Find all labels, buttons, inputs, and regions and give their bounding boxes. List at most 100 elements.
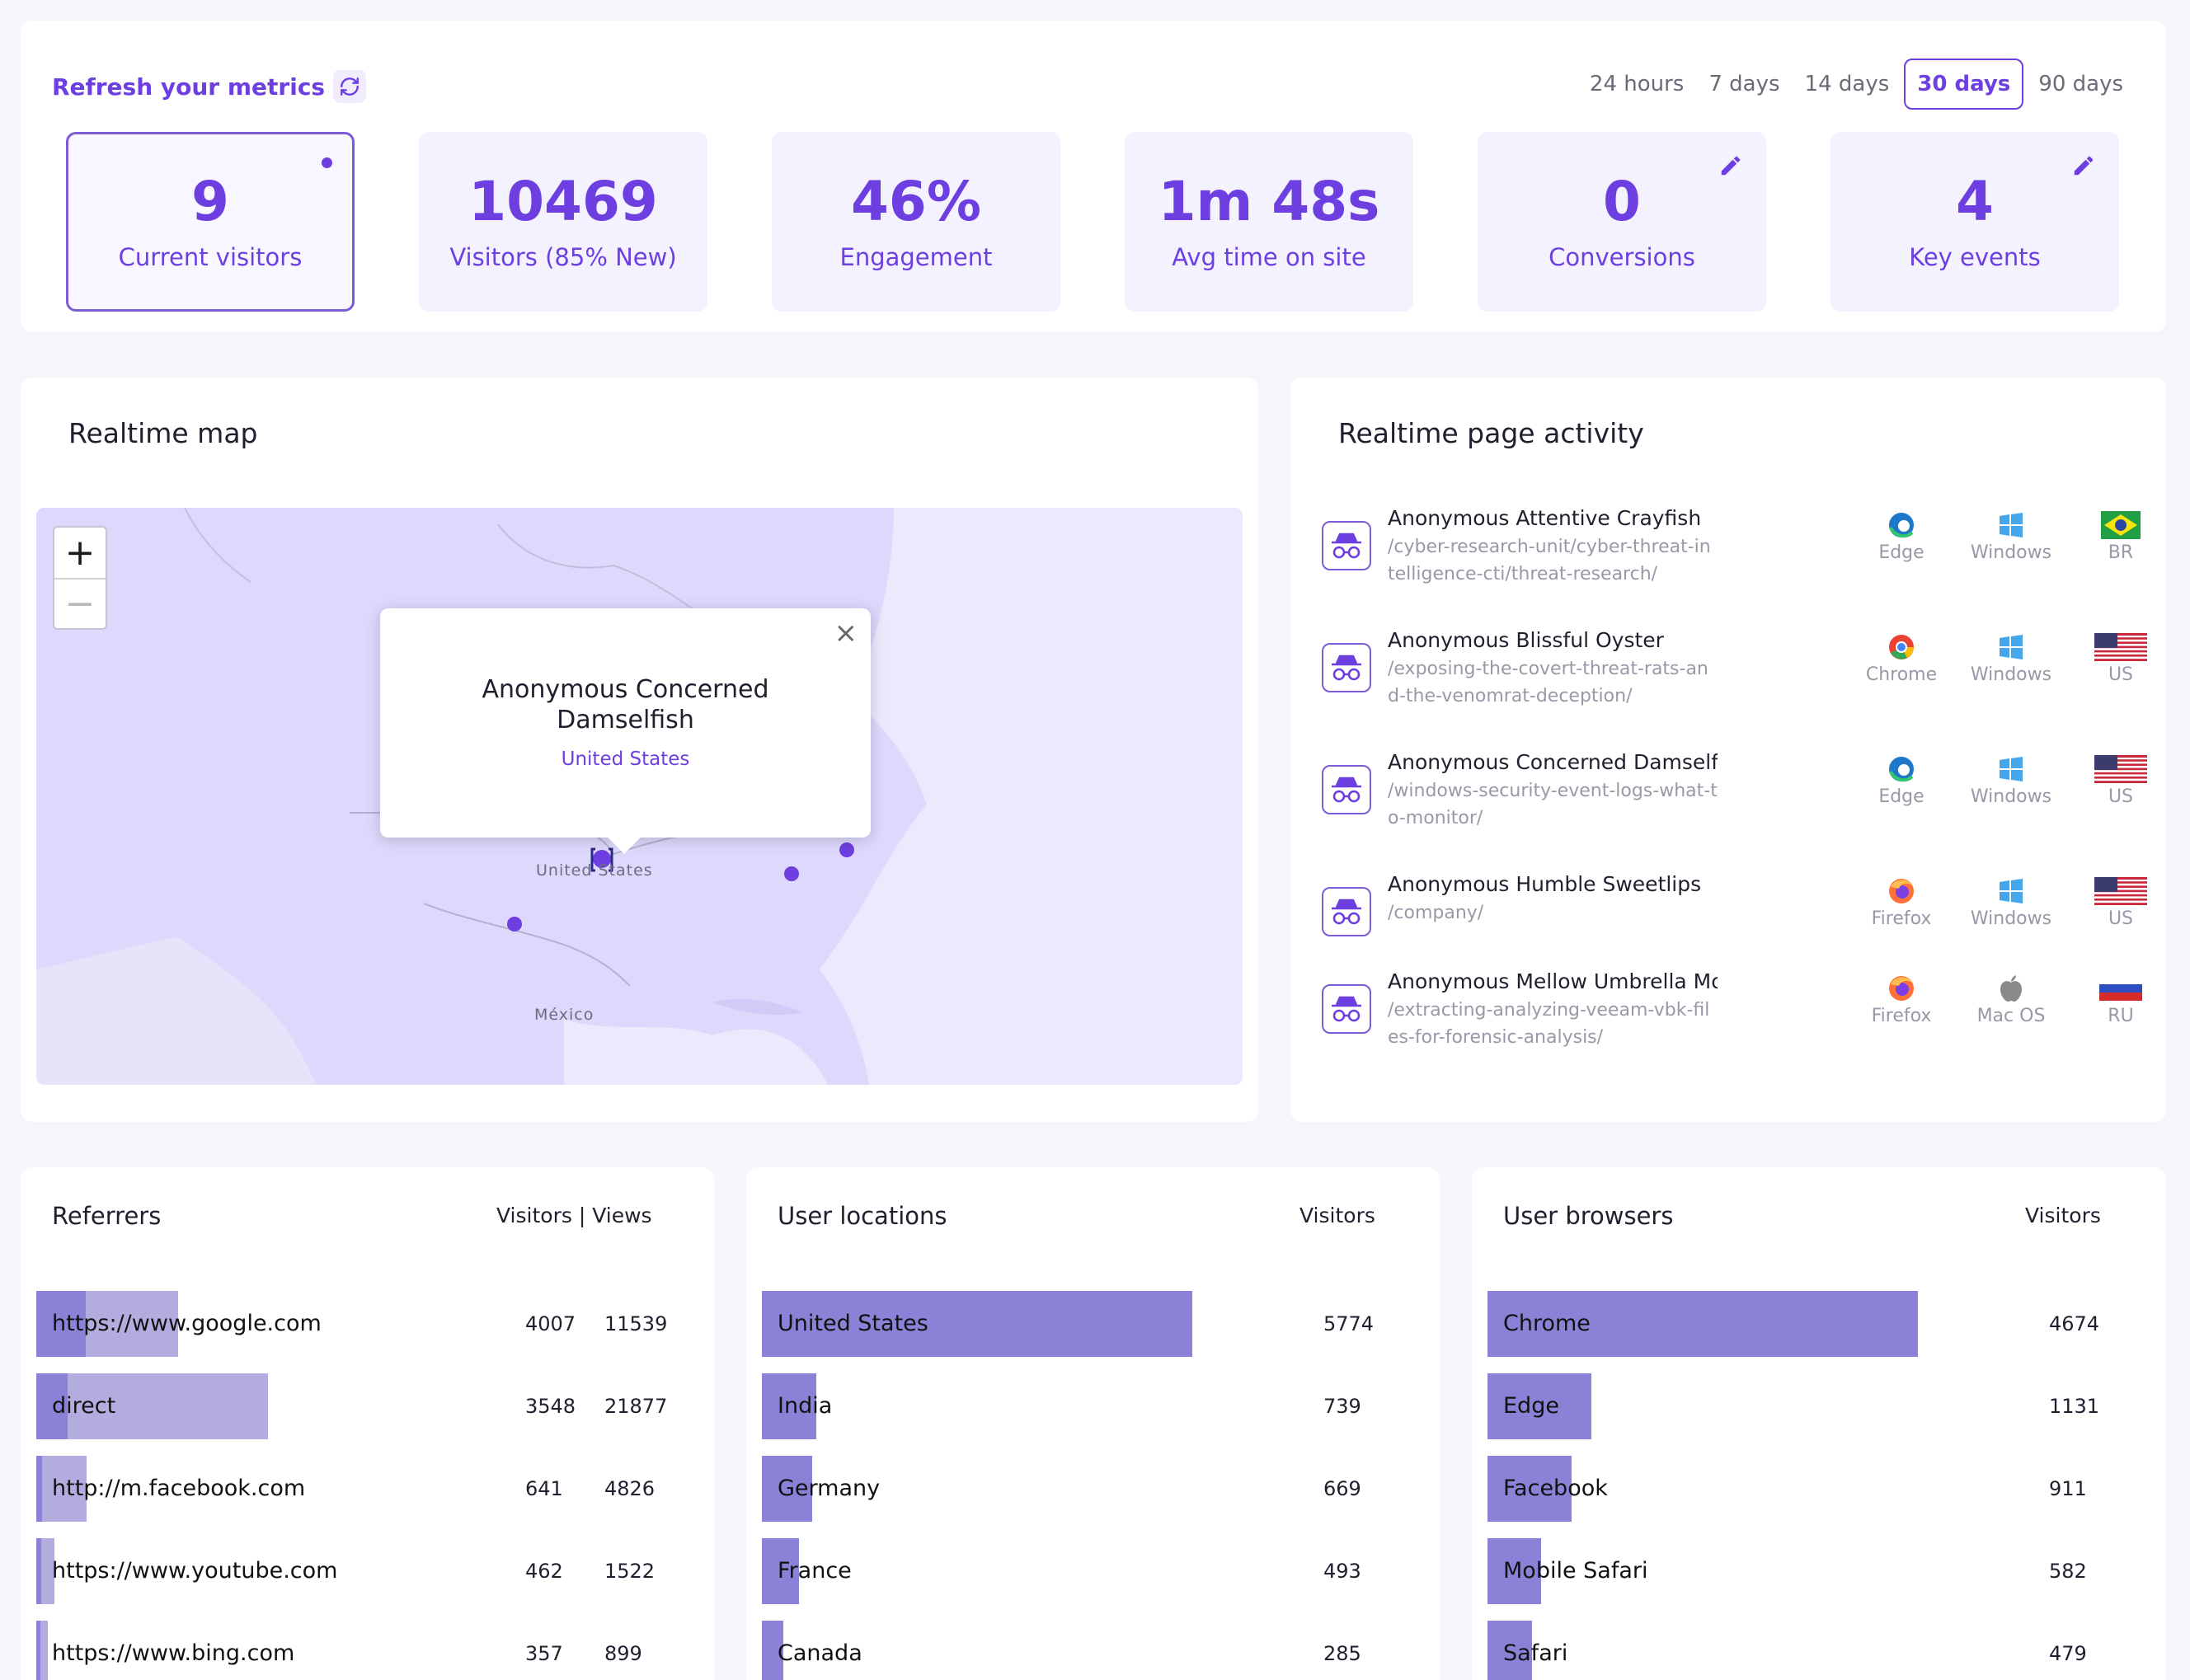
value-bar bbox=[1487, 1291, 1918, 1357]
location-label: Canada bbox=[778, 1640, 862, 1666]
flag-us-icon bbox=[2063, 753, 2178, 785]
stat-label: Avg time on site bbox=[1172, 243, 1366, 272]
browser-row[interactable]: Facebook 911 bbox=[1487, 1456, 2147, 1522]
value-bar bbox=[1487, 1373, 1591, 1439]
stat-key-events[interactable]: 4 Key events bbox=[1830, 132, 2119, 312]
firefox-icon bbox=[1844, 973, 1959, 1004]
locations-title: User locations bbox=[778, 1202, 947, 1230]
location-visitors: 285 bbox=[1323, 1642, 1361, 1665]
locations-card: User locations Visitors United States 577… bbox=[746, 1167, 1440, 1680]
visitor-page-path[interactable]: /company/ bbox=[1388, 903, 1484, 923]
stat-current-visitors[interactable]: 9 Current visitors bbox=[66, 132, 355, 312]
value-bar bbox=[762, 1456, 812, 1522]
browser-label: Chrome bbox=[1865, 664, 1938, 685]
range-90-days[interactable]: 90 days bbox=[2038, 72, 2123, 96]
referrer-row[interactable]: https://www.bing.com 357 899 bbox=[36, 1621, 696, 1680]
views-bar bbox=[36, 1373, 268, 1439]
range-30-days[interactable]: 30 days bbox=[1904, 59, 2024, 110]
os-info: Windows bbox=[1953, 631, 2069, 685]
views-bar bbox=[36, 1456, 87, 1522]
value-bar bbox=[762, 1373, 816, 1439]
zoom-out-button[interactable]: − bbox=[54, 578, 106, 628]
range-7-days[interactable]: 7 days bbox=[1708, 72, 1780, 96]
referrer-row[interactable]: http://m.facebook.com 641 4826 bbox=[36, 1456, 696, 1522]
flag-ru-icon bbox=[2063, 973, 2178, 1004]
map-zoom-control: + − bbox=[53, 526, 107, 630]
realtime-map[interactable]: United States México + − × Anonymous Con… bbox=[36, 508, 1243, 1085]
pencil-icon[interactable] bbox=[2071, 153, 2096, 178]
visitor-page-path[interactable]: /extracting-analyzing-veeam-vbk-files-fo… bbox=[1388, 1000, 1710, 1048]
activity-row[interactable]: Anonymous Humble Sweetlips /company/ Fir… bbox=[1322, 872, 2147, 979]
windows-icon bbox=[1953, 875, 2069, 907]
location-row[interactable]: France 493 bbox=[762, 1538, 1422, 1604]
incognito-icon bbox=[1322, 521, 1371, 570]
visitors-bar bbox=[36, 1538, 41, 1604]
activity-row[interactable]: Anonymous Concerned Damselfish /windows-… bbox=[1322, 750, 2147, 857]
referrer-row[interactable]: direct 3548 21877 bbox=[36, 1373, 696, 1439]
range-24-hours[interactable]: 24 hours bbox=[1589, 72, 1685, 96]
stat-engagement[interactable]: 46% Engagement bbox=[772, 132, 1060, 312]
browser-label: Safari bbox=[1503, 1640, 1568, 1666]
referrer-row[interactable]: https://www.youtube.com 462 1522 bbox=[36, 1538, 696, 1604]
location-visitors: 5774 bbox=[1323, 1312, 1375, 1335]
browser-row[interactable]: Safari 479 bbox=[1487, 1621, 2147, 1680]
referrer-label[interactable]: https://www.google.com bbox=[52, 1311, 322, 1336]
stat-value: 0 bbox=[1603, 169, 1641, 233]
pencil-icon[interactable] bbox=[1718, 153, 1743, 178]
location-row[interactable]: India 739 bbox=[762, 1373, 1422, 1439]
activity-row[interactable]: Anonymous Mellow Umbrella Mouse /extract… bbox=[1322, 969, 2146, 1077]
windows-icon bbox=[1953, 631, 2069, 663]
country-info: US bbox=[2063, 631, 2178, 685]
os-label: Windows bbox=[1970, 786, 2052, 807]
realtime-map-title: Realtime map bbox=[68, 417, 258, 449]
location-row[interactable]: United States 5774 bbox=[762, 1291, 1422, 1357]
activity-row[interactable]: Anonymous Blissful Oyster /exposing-the-… bbox=[1322, 628, 2147, 735]
visitor-page-path[interactable]: /exposing-the-covert-threat-rats-and-the… bbox=[1388, 659, 1708, 706]
stat-value: 9 bbox=[191, 169, 229, 233]
browser-info: Firefox bbox=[1844, 973, 1959, 1026]
activity-row[interactable]: Anonymous Attentive Crayfish /cyber-rese… bbox=[1322, 506, 2146, 613]
location-row[interactable]: Canada 285 bbox=[762, 1621, 1422, 1680]
header-views: Views bbox=[592, 1204, 652, 1227]
visitor-page-path[interactable]: /cyber-research-unit/cyber-threat-intell… bbox=[1388, 537, 1711, 584]
locations-header-visitors: Visitors bbox=[1299, 1204, 1375, 1227]
referrer-label[interactable]: https://www.bing.com bbox=[52, 1640, 295, 1666]
zoom-in-button[interactable]: + bbox=[64, 532, 96, 574]
incognito-icon bbox=[1322, 765, 1371, 814]
range-14-days[interactable]: 14 days bbox=[1804, 72, 1890, 96]
incognito-icon bbox=[1322, 643, 1371, 692]
referrer-row[interactable]: https://www.google.com 4007 11539 bbox=[36, 1291, 696, 1357]
browsers-header-visitors: Visitors bbox=[2025, 1204, 2101, 1227]
browser-row[interactable]: Chrome 4674 bbox=[1487, 1291, 2147, 1357]
browser-row[interactable]: Mobile Safari 582 bbox=[1487, 1538, 2147, 1604]
refresh-metrics-button[interactable]: Refresh your metrics bbox=[52, 70, 367, 103]
visitors-bar bbox=[36, 1456, 42, 1522]
os-label: Windows bbox=[1970, 542, 2052, 563]
referrer-label[interactable]: https://www.youtube.com bbox=[52, 1558, 338, 1584]
referrer-label[interactable]: http://m.facebook.com bbox=[52, 1476, 306, 1501]
referrer-label[interactable]: direct bbox=[52, 1393, 116, 1419]
apple-icon bbox=[1953, 973, 2069, 1004]
metrics-card: Refresh your metrics 24 hours 7 days 14 … bbox=[21, 21, 2166, 332]
location-visitors: 739 bbox=[1323, 1395, 1361, 1418]
flag-us-icon bbox=[2063, 631, 2178, 663]
location-row[interactable]: Germany 669 bbox=[762, 1456, 1422, 1522]
country-info: BR bbox=[2063, 509, 2178, 563]
stat-value: 10469 bbox=[468, 169, 658, 233]
stat-label: Current visitors bbox=[118, 243, 303, 272]
value-bar bbox=[1487, 1538, 1541, 1604]
referrer-views: 4826 bbox=[604, 1477, 656, 1500]
os-info: Windows bbox=[1953, 509, 2069, 563]
visitor-page-path[interactable]: /windows-security-event-logs-what-to-mon… bbox=[1388, 781, 1718, 828]
stat-value: 4 bbox=[1956, 169, 1994, 233]
referrer-views: 1522 bbox=[604, 1560, 656, 1583]
referrer-visitors: 357 bbox=[525, 1642, 563, 1665]
browser-row[interactable]: Edge 1131 bbox=[1487, 1373, 2147, 1439]
map-label-mexico: México bbox=[534, 1006, 594, 1024]
stat-conversions[interactable]: 0 Conversions bbox=[1478, 132, 1766, 312]
stat-visitors[interactable]: 10469 Visitors (85% New) bbox=[419, 132, 707, 312]
popup-close-icon[interactable]: × bbox=[834, 617, 858, 650]
windows-icon bbox=[1953, 753, 2069, 785]
stat-avg-time-on-site[interactable]: 1m 48s Avg time on site bbox=[1125, 132, 1413, 312]
referrer-visitors: 641 bbox=[525, 1477, 563, 1500]
